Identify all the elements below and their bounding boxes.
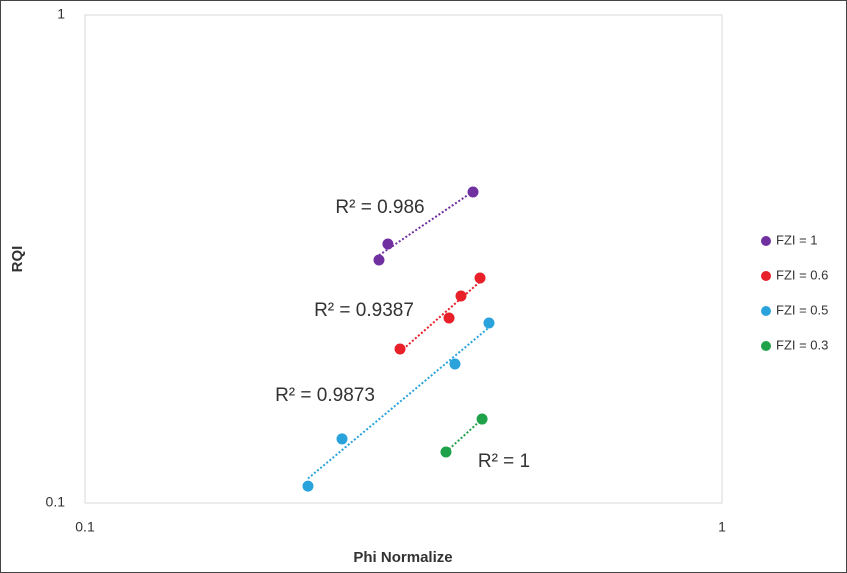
r-squared-label: R² = 1 [478,451,530,472]
point [483,317,495,329]
r-squared-label: R² = 0.9387 [314,300,414,321]
trendline [378,190,474,257]
legend-label: FZI = 1 [776,232,818,247]
x-axis-title: Phi Normalize [353,549,452,566]
point [474,272,486,284]
y-axis-title: RQI [9,246,26,273]
legend-label: FZI = 0.5 [776,302,828,317]
point [440,446,452,458]
point [302,480,314,492]
x-tick-label: 0.1 [75,519,95,535]
y-tick-label: 1 [57,6,65,22]
point [476,413,488,425]
point [394,343,406,355]
legend-marker [761,306,771,316]
point [443,312,455,324]
r-squared-label: R² = 0.986 [335,197,424,218]
point [467,186,479,198]
legend-marker [761,236,771,246]
y-tick-label: 0.1 [46,494,66,510]
r-squared-label: R² = 0.9873 [275,385,375,406]
point [382,238,394,250]
point [336,433,348,445]
plot-area [84,14,723,504]
legend-marker [761,271,771,281]
legend-marker [761,341,771,351]
point [373,254,385,266]
x-tick-label: 1 [718,519,726,535]
point [455,290,467,302]
trendline [399,280,481,353]
trendline [307,326,490,480]
trendline [445,418,483,453]
legend-label: FZI = 0.3 [776,337,828,352]
legend-label: FZI = 0.6 [776,267,828,282]
point [449,358,461,370]
